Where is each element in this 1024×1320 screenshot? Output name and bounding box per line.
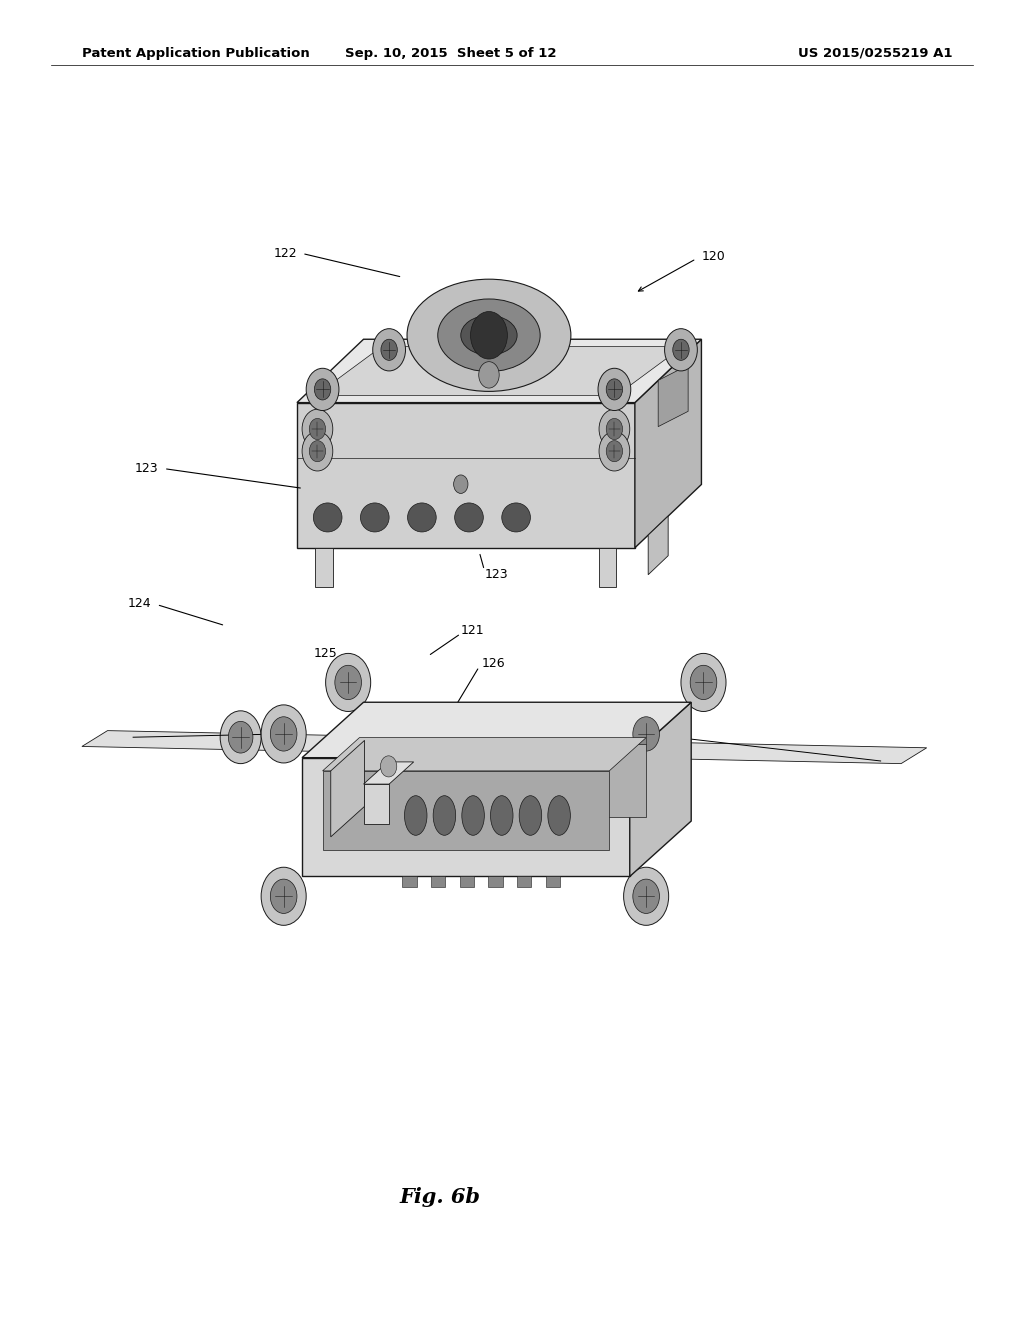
- Circle shape: [598, 368, 631, 411]
- Ellipse shape: [313, 503, 342, 532]
- Circle shape: [633, 879, 659, 913]
- Circle shape: [606, 441, 623, 462]
- Circle shape: [471, 312, 508, 359]
- Polygon shape: [635, 339, 701, 548]
- Polygon shape: [546, 876, 560, 887]
- Polygon shape: [431, 876, 445, 887]
- Ellipse shape: [548, 796, 570, 836]
- Text: Fig. 6b: Fig. 6b: [399, 1187, 481, 1208]
- Polygon shape: [517, 876, 531, 887]
- Ellipse shape: [433, 796, 456, 836]
- Text: 126: 126: [481, 657, 505, 671]
- Circle shape: [665, 329, 697, 371]
- Polygon shape: [402, 876, 417, 887]
- Text: 123: 123: [484, 568, 508, 581]
- Text: US 2015/0255219 A1: US 2015/0255219 A1: [798, 48, 952, 59]
- Ellipse shape: [502, 503, 530, 532]
- Circle shape: [220, 710, 261, 763]
- Text: 123: 123: [135, 462, 159, 475]
- Ellipse shape: [408, 280, 571, 391]
- Polygon shape: [658, 366, 688, 426]
- Circle shape: [624, 867, 669, 925]
- Polygon shape: [460, 876, 474, 887]
- Ellipse shape: [462, 796, 484, 836]
- Polygon shape: [364, 762, 414, 784]
- Circle shape: [381, 756, 397, 777]
- Circle shape: [302, 409, 333, 449]
- Polygon shape: [331, 741, 365, 837]
- Circle shape: [381, 339, 397, 360]
- Polygon shape: [648, 516, 668, 574]
- Circle shape: [548, 723, 589, 776]
- Circle shape: [306, 368, 339, 411]
- Circle shape: [690, 665, 717, 700]
- Polygon shape: [630, 702, 691, 876]
- Text: 120: 120: [701, 249, 725, 263]
- Ellipse shape: [360, 503, 389, 532]
- Ellipse shape: [455, 503, 483, 532]
- Circle shape: [624, 705, 669, 763]
- Circle shape: [556, 734, 581, 766]
- Circle shape: [606, 418, 623, 440]
- Circle shape: [335, 665, 361, 700]
- Circle shape: [270, 879, 297, 913]
- Text: 125: 125: [314, 647, 338, 660]
- Polygon shape: [599, 548, 616, 587]
- Polygon shape: [488, 876, 503, 887]
- Circle shape: [228, 721, 253, 752]
- Polygon shape: [315, 548, 333, 587]
- Text: 124: 124: [128, 597, 152, 610]
- Circle shape: [633, 717, 659, 751]
- Polygon shape: [297, 339, 701, 403]
- Ellipse shape: [404, 796, 427, 836]
- Circle shape: [373, 329, 406, 371]
- Ellipse shape: [438, 300, 541, 372]
- Circle shape: [326, 653, 371, 711]
- Polygon shape: [364, 784, 389, 824]
- Circle shape: [314, 379, 331, 400]
- Circle shape: [261, 867, 306, 925]
- Polygon shape: [359, 744, 646, 817]
- Circle shape: [606, 379, 623, 400]
- Circle shape: [270, 717, 297, 751]
- Text: 121: 121: [461, 624, 484, 638]
- Ellipse shape: [461, 315, 517, 355]
- Ellipse shape: [519, 796, 542, 836]
- Circle shape: [599, 432, 630, 471]
- Polygon shape: [82, 731, 927, 763]
- Circle shape: [681, 653, 726, 711]
- Circle shape: [454, 475, 468, 494]
- Polygon shape: [297, 403, 635, 548]
- Text: Patent Application Publication: Patent Application Publication: [82, 48, 309, 59]
- Ellipse shape: [408, 503, 436, 532]
- Polygon shape: [315, 346, 683, 396]
- Ellipse shape: [490, 796, 513, 836]
- Polygon shape: [323, 771, 609, 850]
- Circle shape: [261, 705, 306, 763]
- Circle shape: [479, 362, 500, 388]
- Text: 122: 122: [273, 247, 297, 260]
- Circle shape: [309, 418, 326, 440]
- Circle shape: [302, 432, 333, 471]
- Polygon shape: [323, 738, 646, 771]
- Polygon shape: [302, 702, 691, 758]
- Circle shape: [673, 339, 689, 360]
- Text: Sep. 10, 2015  Sheet 5 of 12: Sep. 10, 2015 Sheet 5 of 12: [345, 48, 556, 59]
- Polygon shape: [302, 758, 630, 876]
- Circle shape: [599, 409, 630, 449]
- Circle shape: [309, 441, 326, 462]
